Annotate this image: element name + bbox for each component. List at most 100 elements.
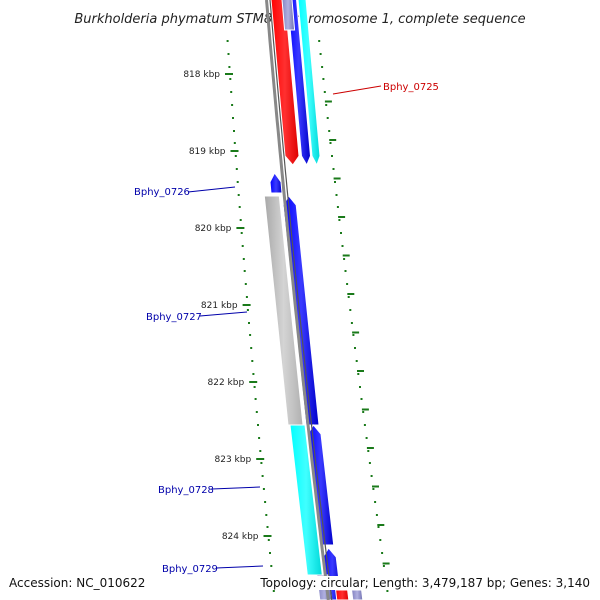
kbp-tick-label: 822 kbp: [208, 378, 245, 388]
gene-feature-blue-small: [269, 172, 283, 194]
gene-label: Bphy_0727: [146, 312, 202, 323]
scale-dot: [368, 462, 371, 464]
scale-dot: [349, 309, 352, 311]
scale-dot: [367, 450, 370, 452]
kbp-tick-mark: [225, 73, 233, 75]
kbp-tick-mark: [263, 535, 272, 537]
scale-dot: [323, 91, 326, 93]
scale-dot: [239, 219, 242, 221]
scale-dot: [372, 488, 375, 490]
scale-dot: [264, 501, 267, 503]
gene-features: [263, 0, 364, 600]
gene-label: Bphy_0729: [162, 564, 218, 575]
scale-tick-right: [377, 524, 385, 526]
scale-dot: [253, 386, 256, 388]
scale-dot: [243, 270, 246, 272]
scale-dot: [354, 347, 356, 349]
scale-dot: [381, 552, 384, 554]
scale-dot: [249, 334, 252, 336]
accession-text: Accession: NC_010622: [9, 576, 146, 590]
scale-dot: [265, 514, 268, 516]
scale-dot: [346, 283, 349, 285]
scale-dot: [318, 40, 321, 42]
kbp-tick-mark: [249, 381, 258, 383]
scale-dot: [374, 501, 377, 503]
scale-dot: [270, 565, 273, 567]
scale-dot: [246, 309, 249, 311]
scale-dot: [357, 373, 360, 375]
scale-dot: [240, 232, 243, 234]
scale-dot: [329, 142, 332, 144]
scale-tick-right: [338, 216, 346, 218]
scale-dot: [226, 40, 229, 42]
backbone: [265, 0, 333, 600]
gene-feature-red-bottom: [335, 589, 350, 600]
scale-dot: [241, 245, 244, 247]
scale-dot: [360, 398, 363, 400]
scale-dot: [233, 130, 235, 132]
scale-dot: [258, 437, 261, 439]
scale-dot: [363, 424, 366, 426]
scale-dot: [234, 155, 237, 157]
scale-dot: [341, 245, 344, 247]
scale-dot: [232, 117, 234, 119]
scale-tick-right: [329, 139, 337, 141]
kbp-tick-mark: [256, 458, 265, 460]
scale-dot: [269, 552, 271, 554]
scale-dot: [242, 258, 245, 260]
gene-feature-lavender-top: [281, 0, 296, 31]
scale-dot: [233, 142, 236, 144]
backbone-line-inner: [269, 0, 333, 600]
scale-dot: [261, 475, 264, 477]
gene-label: Bphy_0726: [134, 187, 190, 198]
scale-dot: [350, 322, 353, 324]
scale-dot: [336, 206, 339, 208]
scale-ticks: 818 kbp 819 kbp 820 kbp 821 kbp 822 kbp 823 k…: [183, 70, 272, 542]
scale-dot: [359, 386, 361, 388]
scale-dots: [226, 40, 390, 592]
scale-tick-right: [357, 370, 364, 372]
scale-dot: [377, 526, 380, 528]
scale-dot: [255, 411, 258, 413]
scale-dot: [231, 104, 234, 106]
scale-dot: [322, 78, 325, 80]
scale-dot: [375, 514, 378, 516]
scale-dot: [244, 283, 247, 285]
scale-dot: [386, 590, 389, 592]
scale-dot: [321, 66, 324, 68]
backbone-line: [265, 0, 330, 600]
gene-feature-lavender-right: [351, 589, 364, 600]
scale-dot: [252, 373, 255, 375]
scale-dot: [328, 130, 331, 132]
gene-feature-red: [270, 0, 300, 166]
scale-dot: [370, 475, 373, 477]
scale-tick-right: [342, 254, 350, 257]
scale-dot: [344, 270, 347, 272]
gene-label-leader: [199, 311, 248, 317]
gene-label-leader: [211, 486, 261, 490]
scale-dot: [331, 155, 333, 157]
scale-dot: [334, 181, 336, 183]
gene-label-leader: [187, 186, 236, 193]
scale-dot: [379, 539, 382, 541]
kbp-tick-label: 824 kbp: [222, 532, 259, 542]
scale-dot: [238, 206, 241, 208]
kbp-tick-mark: [242, 304, 251, 306]
scale-dot: [257, 424, 259, 426]
scale-dot: [266, 526, 269, 528]
kbp-tick-mark: [236, 227, 245, 229]
kbp-tick-label: 820 kbp: [195, 224, 232, 234]
kbp-tick-label: 821 kbp: [201, 301, 238, 311]
scale-dot: [254, 398, 257, 400]
kbp-tick-label: 818 kbp: [183, 70, 220, 80]
gene-label-leader: [332, 85, 382, 95]
gene-labels: Bphy_0725 Bphy_0726 Bphy_0727 Bphy_0728 Bphy…: [134, 82, 439, 575]
scale-dot: [236, 181, 239, 183]
scale-tick-right: [366, 447, 374, 449]
scale-tick-right: [382, 562, 390, 565]
kbp-tick-label: 819 kbp: [189, 147, 226, 157]
scale-dot: [343, 258, 346, 260]
gene-label-leader: [215, 565, 264, 569]
scale-dot: [259, 450, 262, 452]
